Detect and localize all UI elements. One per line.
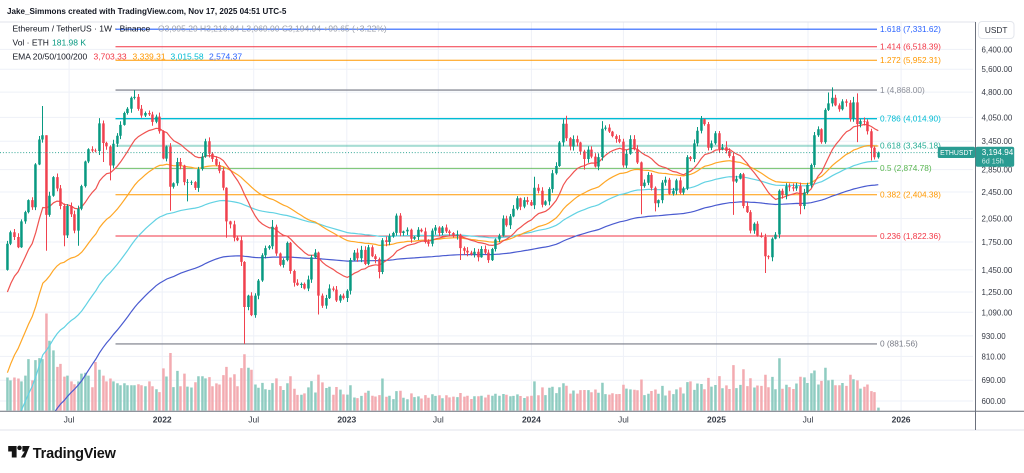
- svg-text:810.00: 810.00: [982, 352, 1007, 361]
- svg-text:1.272 (5,952.31): 1.272 (5,952.31): [880, 55, 941, 65]
- svg-text:3,450.00: 3,450.00: [982, 137, 1013, 146]
- svg-text:4,050.00: 4,050.00: [982, 113, 1013, 122]
- svg-text:1.414 (6,518.39): 1.414 (6,518.39): [880, 42, 941, 52]
- svg-text:2,050.00: 2,050.00: [982, 215, 1013, 224]
- svg-text:0.5 (2,874.78): 0.5 (2,874.78): [880, 163, 932, 173]
- svg-text:3,703.33: 3,703.33: [94, 52, 127, 62]
- svg-text:1,250.00: 1,250.00: [982, 288, 1013, 297]
- svg-text:4,800.00: 4,800.00: [982, 88, 1013, 97]
- svg-text:3,339.31: 3,339.31: [133, 52, 166, 62]
- svg-text:3,194.94: 3,194.94: [982, 148, 1014, 157]
- svg-text:1,090.00: 1,090.00: [982, 308, 1013, 317]
- svg-text:690.00: 690.00: [982, 376, 1007, 385]
- svg-text:3,015.58: 3,015.58: [171, 52, 204, 62]
- svg-text:TradingView: TradingView: [33, 446, 117, 462]
- svg-text:2,574.37: 2,574.37: [209, 52, 242, 62]
- svg-text:5,600.00: 5,600.00: [982, 65, 1013, 74]
- svg-text:EMA 20/50/100/200: EMA 20/50/100/200: [13, 52, 88, 62]
- svg-text:Jul: Jul: [248, 415, 259, 425]
- svg-text:6d 15h: 6d 15h: [982, 157, 1004, 166]
- svg-text:Jul: Jul: [618, 415, 629, 425]
- svg-text:1 (4,868.00): 1 (4,868.00): [880, 85, 925, 95]
- svg-text:2025: 2025: [707, 415, 726, 425]
- svg-text:Jake_Simmons created with Trad: Jake_Simmons created with TradingView.co…: [7, 7, 287, 16]
- svg-text:Vol · ETH: Vol · ETH: [13, 38, 49, 48]
- svg-text:Jul: Jul: [433, 415, 444, 425]
- svg-text:2026: 2026: [892, 415, 911, 425]
- svg-text:1,750.00: 1,750.00: [982, 238, 1013, 247]
- svg-text:6,400.00: 6,400.00: [982, 45, 1013, 54]
- svg-text:O3,095.29 H3,216.84 L3,069.0: O3,095.29 H3,216.84 L3,069.00 C3,194.94 …: [158, 24, 387, 34]
- svg-text:2,450.00: 2,450.00: [982, 188, 1013, 197]
- svg-text:2023: 2023: [337, 415, 356, 425]
- svg-text:Jul: Jul: [64, 415, 75, 425]
- svg-text:2,850.00: 2,850.00: [982, 166, 1013, 175]
- svg-text:930.00: 930.00: [982, 332, 1007, 341]
- svg-text:181.98 K: 181.98 K: [52, 38, 86, 48]
- svg-text:0.236 (1,822.36): 0.236 (1,822.36): [880, 231, 941, 241]
- svg-text:1,450.00: 1,450.00: [982, 266, 1013, 275]
- svg-text:USDT: USDT: [985, 25, 1008, 35]
- svg-text:2024: 2024: [522, 415, 541, 425]
- svg-text:600.00: 600.00: [982, 397, 1007, 406]
- svg-text:ETHUSDT: ETHUSDT: [940, 150, 973, 157]
- svg-text:Jul: Jul: [803, 415, 814, 425]
- svg-text:0.618 (3,345.18): 0.618 (3,345.18): [880, 141, 941, 151]
- svg-text:0.786 (4,014.90): 0.786 (4,014.90): [880, 114, 941, 124]
- svg-text:0.382 (2,404.38): 0.382 (2,404.38): [880, 190, 941, 200]
- svg-text:Ethereum / TetherUS · 1W · Bin: Ethereum / TetherUS · 1W · Binance: [13, 24, 151, 34]
- svg-text:1.618 (7,331.62): 1.618 (7,331.62): [880, 24, 941, 34]
- svg-text:2022: 2022: [153, 415, 172, 425]
- svg-text:0 (881.56): 0 (881.56): [880, 339, 918, 349]
